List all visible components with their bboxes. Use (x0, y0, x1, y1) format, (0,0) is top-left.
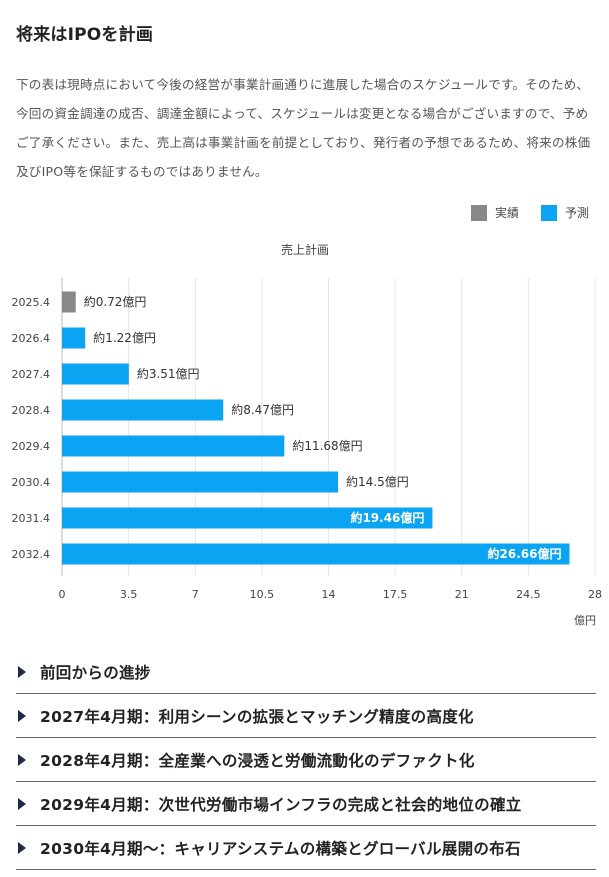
triangle-right-icon (18, 665, 26, 678)
category-label: 2025.4 (12, 296, 51, 309)
sales-plan-chart: 売上計画 2025.4 約0.72億円 2026.4 約1.22億円 2027.4 約3.… (12, 242, 603, 627)
x-tick-label: 7 (192, 588, 199, 601)
data-label: 約8.47億円 (231, 402, 294, 417)
data-label: 約14.5億円 (346, 474, 409, 489)
bar (62, 435, 285, 457)
page-title: 将来はIPOを計画 (16, 25, 154, 45)
legend-item-actual: 実績 (470, 204, 519, 221)
data-label: 約19.46億円 (350, 510, 424, 525)
section-fy2029[interactable]: 2029年4月期：次世代労働市場インフラの完成と社会的地位の確立 (16, 782, 596, 826)
triangle-right-icon (18, 797, 26, 810)
section-label: 2027年4月期：利用シーンの拡張とマッチング精度の高度化 (40, 707, 474, 726)
description-text: 下の表は現時点において今後の経営が事業計画通りに進展した場合のスケジュールです。… (16, 77, 591, 179)
x-tick-label: 14 (322, 588, 336, 601)
bar (62, 543, 570, 565)
x-tick-label: 21 (455, 588, 469, 601)
section-fy2028[interactable]: 2028年4月期：全産業への浸透と労働流動化のデファクト化 (16, 738, 596, 782)
x-tick-label: 10.5 (250, 588, 275, 601)
section-progress[interactable]: 前回からの進捗 (16, 650, 596, 694)
section-fy2030[interactable]: 2030年4月期～：キャリアシステムの構築とグローバル展開の布石 (16, 826, 596, 870)
category-label: 2031.4 (12, 512, 51, 525)
bar (62, 507, 433, 529)
triangle-right-icon (18, 709, 26, 722)
data-label: 約1.22億円 (93, 330, 156, 345)
x-axis-unit-label: 億円 (574, 614, 596, 627)
chart-bars: 2025.4 約0.72億円 2026.4 約1.22億円 2027.4 約3.51億円 2… (12, 291, 570, 565)
chart-title: 売上計画 (281, 242, 329, 257)
bar (62, 327, 86, 349)
category-label: 2030.4 (12, 476, 51, 489)
bar (62, 399, 224, 421)
section-list: 前回からの進捗 2027年4月期：利用シーンの拡張とマッチング精度の高度化 20… (16, 650, 596, 870)
section-label: 2029年4月期：次世代労働市場インフラの完成と社会的地位の確立 (40, 795, 522, 814)
x-tick-label: 0 (59, 588, 66, 601)
category-label: 2032.4 (12, 548, 51, 561)
category-label: 2026.4 (12, 332, 51, 345)
chart-x-axis: 0 3.5 7 10.5 14 17.5 21 24.5 28 (59, 588, 603, 601)
triangle-right-icon (18, 753, 26, 766)
data-label: 約11.68億円 (292, 438, 362, 453)
x-tick-label: 28 (588, 588, 602, 601)
legend-label-forecast: 予測 (564, 206, 589, 220)
data-label: 約3.51億円 (137, 366, 200, 381)
bar (62, 363, 129, 385)
chart-legend: 実績 予測 (449, 204, 589, 221)
section-label: 前回からの進捗 (40, 663, 151, 682)
legend-swatch-actual (470, 204, 487, 221)
section-fy2027[interactable]: 2027年4月期：利用シーンの拡張とマッチング精度の高度化 (16, 694, 596, 738)
data-label: 約26.66億円 (488, 546, 562, 561)
bar (62, 471, 339, 493)
x-tick-label: 3.5 (120, 588, 138, 601)
x-tick-label: 17.5 (383, 588, 408, 601)
triangle-right-icon (18, 841, 26, 854)
category-label: 2027.4 (12, 368, 51, 381)
section-label: 2028年4月期：全産業への浸透と労働流動化のデファクト化 (40, 751, 475, 770)
x-tick-label: 24.5 (516, 588, 541, 601)
bar (62, 291, 76, 313)
legend-item-forecast: 予測 (540, 204, 589, 221)
category-label: 2029.4 (12, 440, 51, 453)
chart-grid (61, 278, 596, 576)
legend-label-actual: 実績 (494, 206, 519, 220)
data-label: 約0.72億円 (84, 294, 147, 309)
category-label: 2028.4 (12, 404, 51, 417)
section-label: 2030年4月期～：キャリアシステムの構築とグローバル展開の布石 (40, 839, 521, 858)
legend-swatch-forecast (540, 204, 557, 221)
